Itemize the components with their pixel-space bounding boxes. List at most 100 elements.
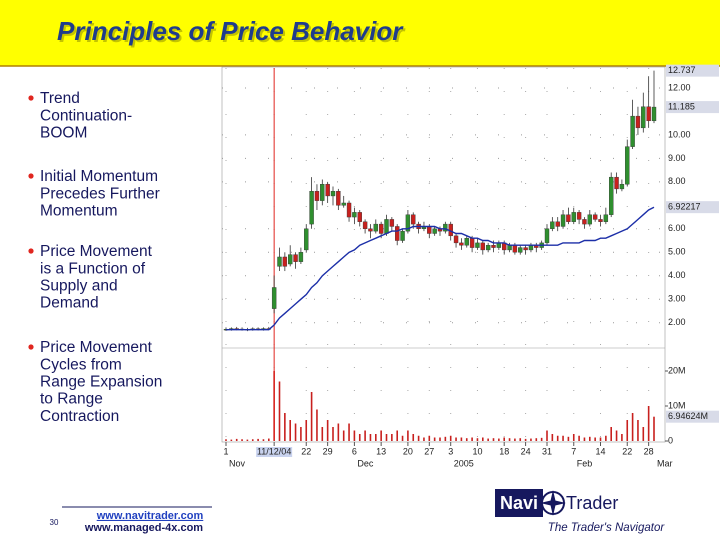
volume-bar — [294, 423, 297, 441]
volume-bar — [503, 437, 505, 441]
candle-body — [298, 252, 304, 262]
title-shadow: Principles of Price Behavior — [59, 18, 406, 48]
volume-bar — [594, 437, 596, 441]
volume-bar — [589, 436, 591, 441]
candle-body — [544, 228, 550, 244]
candle-body — [480, 242, 485, 251]
volume-bar — [380, 430, 382, 441]
volume-bar — [375, 434, 377, 441]
volume-bar — [369, 434, 372, 441]
candle-body — [357, 212, 362, 222]
candle-body — [405, 214, 411, 232]
candle-body — [560, 214, 566, 227]
x-tick-label: 22 — [622, 446, 632, 456]
candle-body — [411, 214, 416, 225]
candle-body — [491, 245, 496, 248]
volume-bar — [647, 406, 650, 441]
bullet-dot — [28, 173, 34, 179]
candle-body — [459, 242, 464, 246]
volume-bar — [305, 420, 308, 441]
volume-bar — [310, 392, 313, 441]
candle-body — [485, 245, 491, 251]
candle-body — [427, 226, 432, 234]
candle-body — [576, 212, 582, 220]
y-tick-label: 6.00 — [668, 223, 686, 233]
chart: 12.00 10.00 9.00 8.00 6.00 5.00 4.00 3.00 2.00 20… — [222, 64, 719, 468]
x-month-label: 2005 — [454, 458, 474, 468]
candle-body — [288, 254, 293, 265]
volume-bar — [578, 435, 580, 441]
volume-bar — [508, 438, 511, 441]
candle-body — [582, 219, 587, 225]
volume-bar — [535, 438, 538, 441]
volume-bar — [289, 420, 291, 441]
x-tick-label: 22 — [301, 446, 311, 456]
bullet-dot — [28, 95, 34, 101]
volume-bar — [412, 434, 415, 441]
volume-bar — [514, 438, 516, 441]
volume-bar — [567, 436, 570, 441]
bullet-text: Price Movement — [40, 243, 153, 260]
candle-body — [330, 191, 336, 197]
candle-body — [555, 221, 560, 227]
volume-bar — [241, 439, 243, 441]
volume-bar — [626, 420, 629, 441]
candle-body — [443, 223, 448, 232]
volume-bar — [391, 434, 393, 441]
volume-bar — [449, 435, 452, 441]
y-tick-label: 9.00 — [668, 153, 686, 163]
bullet-text: is a Function of — [40, 260, 146, 277]
candle-body — [277, 256, 282, 267]
price-tag-box — [666, 201, 719, 214]
volume-bar — [540, 437, 543, 441]
candle-body — [352, 212, 357, 218]
x-month-label: Dec — [357, 458, 374, 468]
volume-bar — [401, 435, 404, 441]
candle-body — [384, 219, 389, 234]
volume-bar — [385, 434, 388, 441]
x-tick-label: 7 — [571, 446, 576, 456]
candle-body — [378, 223, 384, 234]
volume-bar — [631, 413, 634, 441]
volume-bar — [524, 438, 527, 441]
volume-bar — [546, 430, 548, 441]
logo-text: Navi — [500, 493, 538, 513]
price-tag: 12.737 — [668, 65, 696, 75]
bullet-text: Range Expansion — [40, 373, 162, 390]
volume-bar — [487, 438, 489, 441]
x-tick-label: 13 — [376, 446, 386, 456]
candle-body — [635, 115, 641, 129]
candle-body — [453, 235, 459, 244]
volume-bar — [572, 434, 575, 441]
volume-bar — [262, 439, 265, 441]
x-tick-label: 29 — [323, 446, 333, 456]
bullet-text: Momentum — [40, 202, 118, 219]
volume-bar — [599, 437, 602, 441]
x-tick-label: 31 — [542, 446, 552, 456]
volume-bar — [439, 437, 441, 441]
volume-bar — [562, 435, 564, 441]
candle-body — [566, 214, 571, 222]
volume-bar — [257, 438, 259, 441]
candle-body — [523, 247, 528, 251]
candle-body — [309, 191, 314, 225]
x-month-label: Mar — [657, 458, 673, 468]
volume-bar — [444, 436, 447, 441]
candle-body — [646, 106, 651, 122]
candle-body — [518, 247, 523, 253]
volume-bar — [482, 437, 484, 441]
candle-body — [614, 176, 619, 190]
link[interactable]: www.navitrader.com — [96, 510, 204, 522]
logo-compass-needle — [540, 490, 566, 516]
logo-box — [495, 489, 543, 517]
link[interactable]: www.managed-4x.com — [84, 522, 203, 534]
volume-bar — [337, 423, 340, 441]
volume-tick-label: 0 — [668, 435, 673, 445]
bullet-text: BOOM — [40, 124, 87, 141]
volume-bar — [278, 381, 281, 441]
candle-body — [603, 214, 609, 222]
volume-bar — [364, 430, 366, 441]
x-month-label: Nov — [229, 458, 246, 468]
candle-body — [346, 202, 352, 218]
